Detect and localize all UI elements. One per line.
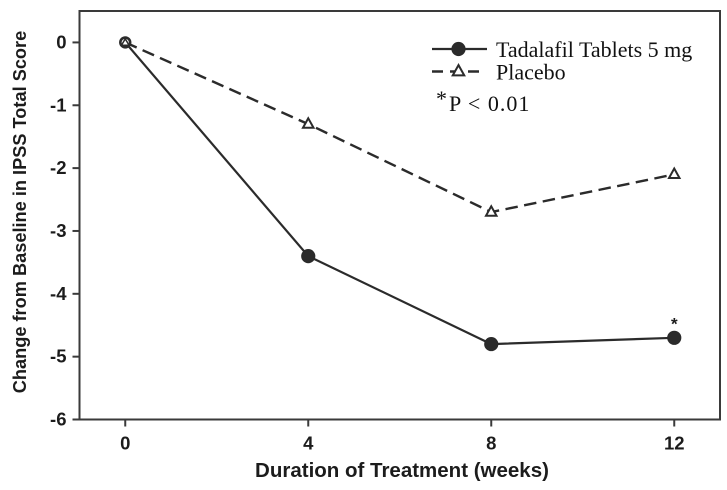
series-line-placebo [124, 41, 675, 214]
legend-label-tadalafil: Tadalafil Tablets 5 mg [496, 37, 692, 62]
y-tick-label: -5 [50, 346, 66, 367]
y-tick-label: 0 [56, 31, 66, 52]
x-axis-title: Duration of Treatment (weeks) [255, 459, 549, 482]
overlapping-triangle-week0 [120, 37, 131, 46]
placebo-marker-triangle [301, 116, 316, 129]
y-tick-label: -3 [50, 220, 66, 241]
tadalafil-marker-circle [301, 249, 316, 264]
legend-label-placebo: Placebo [496, 60, 566, 85]
x-tick-label: 4 [303, 433, 314, 454]
tadalafil-marker-circle [667, 330, 682, 345]
y-tick-label: -4 [50, 283, 67, 304]
tadalafil-marker-circle [484, 336, 499, 352]
placebo-marker-triangle [451, 63, 466, 77]
point-significance-star: * [671, 314, 678, 333]
series-line-tadalafil [124, 41, 675, 346]
y-tick-label: -1 [50, 94, 66, 115]
plot-frame [78, 10, 721, 421]
placebo-marker-triangle [667, 166, 682, 179]
x-tick-label: 8 [486, 433, 496, 454]
x-tick-label: 12 [664, 433, 685, 454]
y-tick-label: -6 [50, 409, 66, 430]
x-tick-label: 0 [120, 433, 130, 454]
placebo-marker-triangle [484, 204, 499, 217]
y-axis-title: Change from Baseline in IPSS Total Score [10, 31, 30, 394]
significance-star: * [436, 86, 447, 111]
significance-note: P < 0.01 [449, 91, 530, 116]
y-tick-label: -2 [50, 157, 66, 178]
tadalafil-marker-circle [451, 41, 466, 57]
